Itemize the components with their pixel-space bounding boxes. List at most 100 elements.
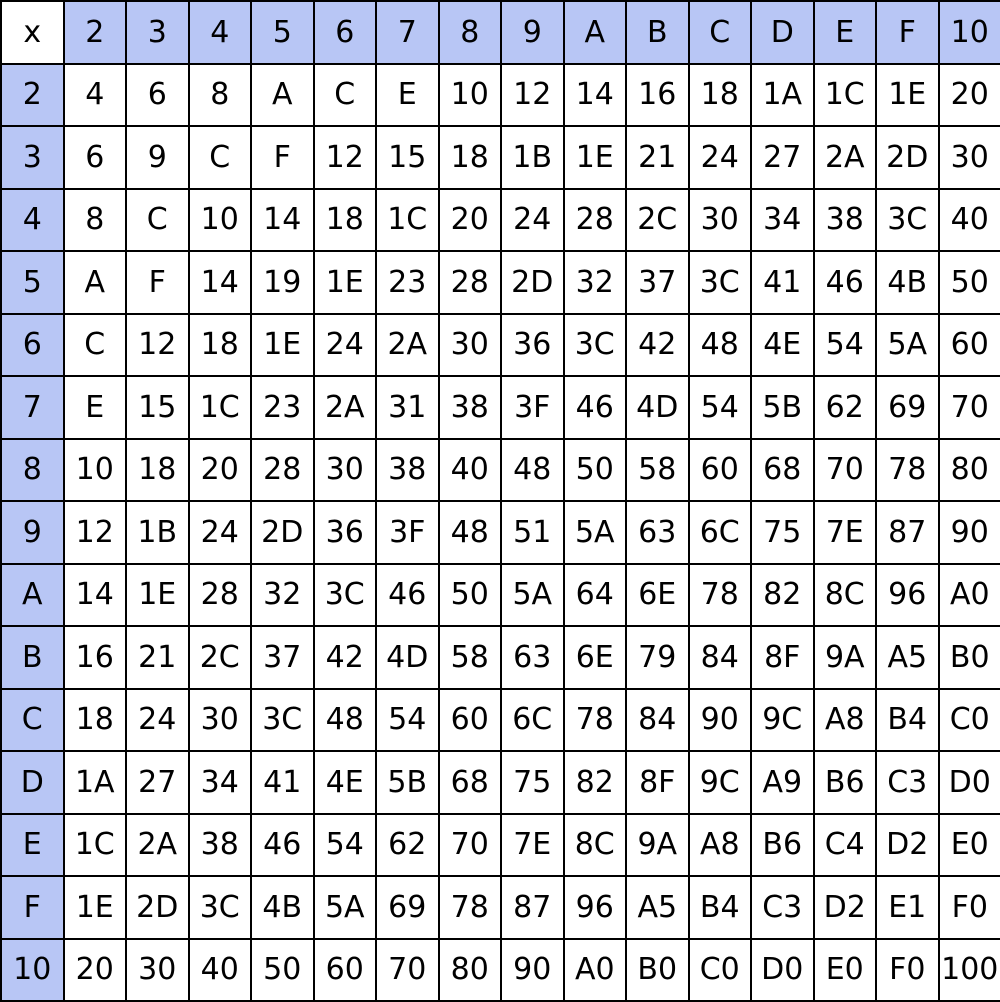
table-cell: 36 — [314, 501, 377, 564]
table-cell: 24 — [189, 501, 252, 564]
table-cell: 2C — [626, 189, 689, 252]
table-cell: 8F — [626, 751, 689, 814]
table-cell: 3C — [314, 564, 377, 627]
table-cell: 63 — [501, 626, 564, 689]
table-cell: 38 — [439, 376, 502, 439]
table-cell: 2D — [126, 876, 189, 939]
corner-cell: x — [1, 1, 64, 64]
table-cell: 78 — [439, 876, 502, 939]
table-cell: 18 — [439, 126, 502, 189]
table-cell: 54 — [314, 814, 377, 877]
table-cell: 19 — [251, 251, 314, 314]
table-cell: 68 — [439, 751, 502, 814]
table-cell: 18 — [189, 314, 252, 377]
table-cell: 82 — [564, 751, 627, 814]
table-cell: E — [64, 376, 127, 439]
table-cell: 90 — [939, 501, 1000, 564]
table-cell: 16 — [626, 64, 689, 127]
table-cell: 2A — [814, 126, 877, 189]
table-cell: E0 — [814, 939, 877, 1002]
table-cell: 20 — [939, 64, 1000, 127]
table-cell: 70 — [376, 939, 439, 1002]
table-cell: 46 — [251, 814, 314, 877]
table-cell: 42 — [314, 626, 377, 689]
table-cell: 3C — [189, 876, 252, 939]
table-cell: 20 — [439, 189, 502, 252]
table-cell: 18 — [64, 689, 127, 752]
table-cell: 40 — [439, 439, 502, 502]
table-cell: 1E — [314, 251, 377, 314]
table-cell: 34 — [189, 751, 252, 814]
table-cell: C — [64, 314, 127, 377]
table-cell: B6 — [814, 751, 877, 814]
table-cell: F0 — [876, 939, 939, 1002]
table-cell: 24 — [314, 314, 377, 377]
table-cell: 84 — [689, 626, 752, 689]
table-cell: 60 — [939, 314, 1000, 377]
table-cell: 38 — [189, 814, 252, 877]
table-cell: 78 — [876, 439, 939, 502]
table-cell: 23 — [376, 251, 439, 314]
table-cell: 30 — [439, 314, 502, 377]
table-cell: 46 — [814, 251, 877, 314]
table-cell: 60 — [314, 939, 377, 1002]
table-cell: 20 — [64, 939, 127, 1002]
table-cell: 9A — [626, 814, 689, 877]
row-header: 7 — [1, 376, 64, 439]
table-cell: F0 — [939, 876, 1000, 939]
table-cell: E0 — [939, 814, 1000, 877]
table-cell: 5A — [876, 314, 939, 377]
table-cell: B4 — [689, 876, 752, 939]
table-cell: 28 — [189, 564, 252, 627]
table-cell: 48 — [689, 314, 752, 377]
table-cell: 28 — [251, 439, 314, 502]
table-cell: 1A — [64, 751, 127, 814]
table-cell: 70 — [439, 814, 502, 877]
table-cell: 1C — [814, 64, 877, 127]
table-cell: 50 — [939, 251, 1000, 314]
table-cell: 31 — [376, 376, 439, 439]
table-cell: 63 — [626, 501, 689, 564]
table-cell: 8C — [814, 564, 877, 627]
table-cell: 1E — [64, 876, 127, 939]
table-cell: 69 — [876, 376, 939, 439]
table-cell: 24 — [689, 126, 752, 189]
table-cell: A5 — [626, 876, 689, 939]
table-cell: 90 — [689, 689, 752, 752]
table-cell: 24 — [501, 189, 564, 252]
table-cell: 3F — [376, 501, 439, 564]
table-cell: 90 — [501, 939, 564, 1002]
table-cell: 23 — [251, 376, 314, 439]
table-cell: 2D — [501, 251, 564, 314]
table-cell: B6 — [751, 814, 814, 877]
table-cell: 18 — [126, 439, 189, 502]
table-cell: 1C — [189, 376, 252, 439]
table-cell: 50 — [439, 564, 502, 627]
table-cell: 48 — [439, 501, 502, 564]
row-header: 2 — [1, 64, 64, 127]
table-cell: 38 — [814, 189, 877, 252]
table-cell: 30 — [126, 939, 189, 1002]
table-cell: 10 — [439, 64, 502, 127]
table-cell: 3C — [876, 189, 939, 252]
table-cell: 12 — [314, 126, 377, 189]
table-cell: 60 — [689, 439, 752, 502]
table-cell: 4D — [626, 376, 689, 439]
table-cell: 20 — [189, 439, 252, 502]
table-cell: 9C — [751, 689, 814, 752]
table-cell: C4 — [814, 814, 877, 877]
table-cell: 9A — [814, 626, 877, 689]
table-cell: 48 — [501, 439, 564, 502]
table-cell: 8 — [64, 189, 127, 252]
table-cell: 1E — [876, 64, 939, 127]
row-header: B — [1, 626, 64, 689]
table-cell: 78 — [564, 689, 627, 752]
table-cell: 12 — [64, 501, 127, 564]
table-cell: 4D — [376, 626, 439, 689]
col-header: B — [626, 1, 689, 64]
table-cell: 70 — [939, 376, 1000, 439]
table-cell: D2 — [814, 876, 877, 939]
table-cell: 2A — [314, 376, 377, 439]
table-cell: 6 — [64, 126, 127, 189]
table-cell: 6C — [501, 689, 564, 752]
